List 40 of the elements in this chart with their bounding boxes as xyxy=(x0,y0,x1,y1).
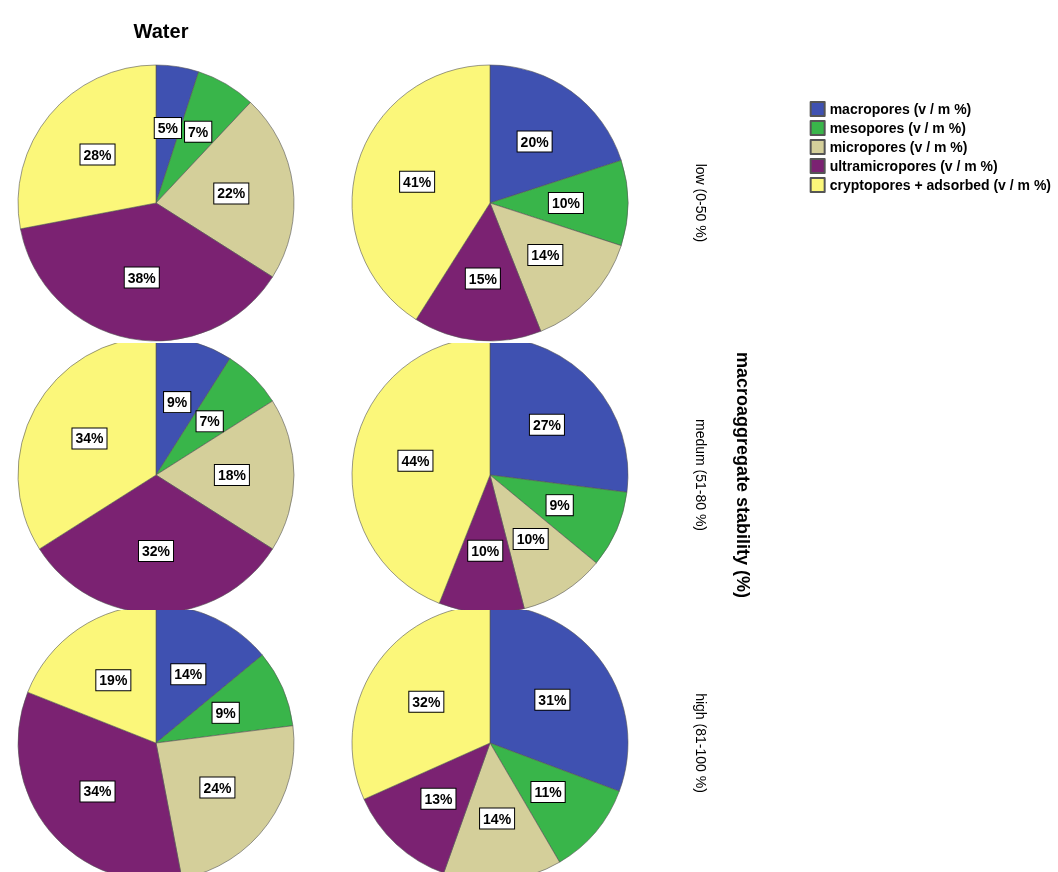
data-label: 9% xyxy=(167,394,188,411)
data-label: 10% xyxy=(471,542,500,559)
data-label: 34% xyxy=(83,783,113,800)
legend-label: micropores (v / m %) xyxy=(829,139,968,155)
data-label: 15% xyxy=(468,270,498,287)
data-label: 10% xyxy=(516,531,546,548)
data-label: 19% xyxy=(99,672,128,689)
data-label: 7% xyxy=(188,123,209,140)
data-label: 7% xyxy=(199,413,221,430)
legend-label: macropores (v / m %) xyxy=(829,101,972,117)
data-label: 5% xyxy=(157,120,179,137)
chart-title: Water xyxy=(133,20,189,42)
text: medum (51-80 %) xyxy=(693,418,709,532)
data-label: 27% xyxy=(532,416,562,433)
data-label: 44% xyxy=(401,452,430,469)
text: macroaggregate stability (%) xyxy=(733,351,753,599)
data-label: 22% xyxy=(217,185,246,202)
data-label: 32% xyxy=(412,693,441,710)
data-label: 18% xyxy=(217,467,247,483)
data-label: 38% xyxy=(127,269,157,286)
legend-label: ultramicropores (v / m %) xyxy=(829,158,998,174)
data-label: 28% xyxy=(83,146,113,163)
data-label: 11% xyxy=(534,783,563,800)
data-label: 14% xyxy=(483,810,512,827)
data-label: 41% xyxy=(403,173,432,190)
data-label: 24% xyxy=(203,779,232,796)
legend-label: cryptopores + adsorbed (v / m %) xyxy=(829,177,1052,193)
data-label: 14% xyxy=(174,666,203,683)
data-label: 13% xyxy=(424,790,454,807)
data-label: 31% xyxy=(538,691,567,708)
data-label: 32% xyxy=(141,542,171,559)
data-label: 34% xyxy=(75,430,105,447)
text: high (81-100 %) xyxy=(693,693,709,793)
data-label: 9% xyxy=(215,704,237,721)
data-label: 14% xyxy=(531,246,560,263)
data-label: 10% xyxy=(551,195,581,211)
data-label: 20% xyxy=(520,133,550,150)
data-label: 9% xyxy=(549,497,571,514)
legend-label: mesopores (v / m %) xyxy=(829,120,966,136)
text: low (0-50 %) xyxy=(693,163,709,243)
